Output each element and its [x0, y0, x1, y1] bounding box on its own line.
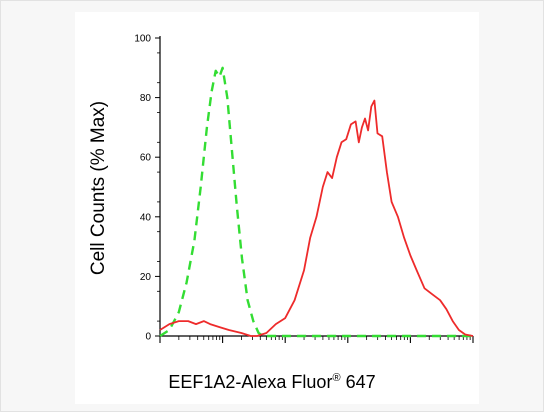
x-axis-label: EEF1A2-Alexa Fluor® 647 [168, 372, 375, 392]
x-axis-label-main: EEF1A2-Alexa Fluor [168, 372, 332, 392]
axes: 0 20 40 60 80 100 [134, 34, 474, 343]
y-tick-label: 100 [134, 34, 151, 45]
series-layer [159, 66, 474, 338]
y-tick-label: 0 [145, 332, 151, 343]
y-tick-label: 40 [140, 212, 152, 223]
x-axis-label-suffix: 647 [341, 372, 376, 392]
y-axis-label: Cell Counts (% Max) [88, 101, 109, 275]
y-tick-label: 60 [140, 153, 152, 164]
series-0-line [159, 66, 473, 338]
chart-panel [75, 12, 479, 404]
y-tick-label: 20 [140, 272, 152, 283]
y-tick-label: 80 [140, 93, 152, 104]
series-1-line [159, 99, 474, 337]
x-axis-label-registered: ® [332, 372, 340, 384]
